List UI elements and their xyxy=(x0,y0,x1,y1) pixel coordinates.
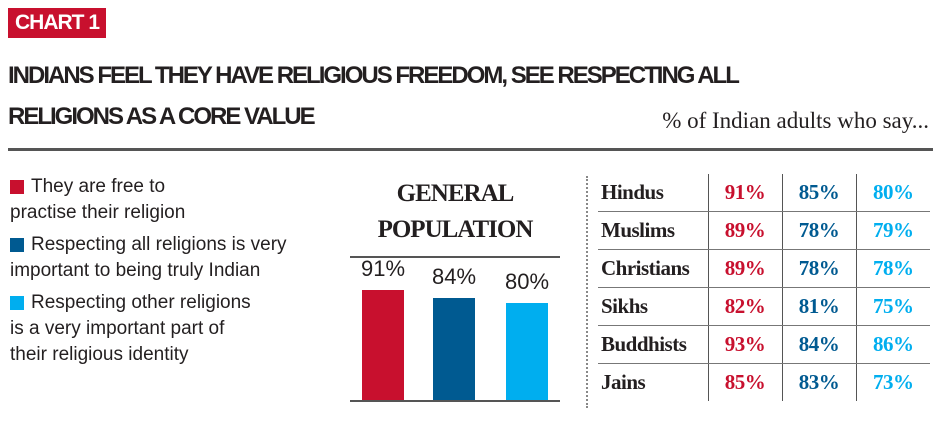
legend-text: is a very important part of xyxy=(10,318,225,339)
table-row: Hindus 91% 85% 80% xyxy=(598,174,930,212)
table-cell: 85% xyxy=(781,174,856,212)
legend-item: Respecting all religions is very importan… xyxy=(10,232,320,284)
bar-chart-title-line: GENERAL xyxy=(396,180,515,207)
bar xyxy=(433,298,475,400)
legend-text: their religious identity xyxy=(10,344,189,365)
bar-value-label: 84% xyxy=(431,264,477,290)
table-cell: 80% xyxy=(855,174,930,212)
table-cell: 78% xyxy=(855,249,930,288)
table-cell: 82% xyxy=(707,287,782,326)
table-cell: 84% xyxy=(781,325,856,364)
legend-first-line: Respecting all religions is very xyxy=(10,232,320,258)
legend-text: important to being truly Indian xyxy=(10,260,261,281)
group-name: Muslims xyxy=(598,211,708,250)
legend-text: practise their religion xyxy=(10,202,186,223)
group-name: Buddhists xyxy=(598,325,708,364)
bar-value-label: 80% xyxy=(504,269,550,295)
bar xyxy=(362,289,404,400)
legend-text: Respecting all religions is very xyxy=(31,234,287,255)
legend-text: They are free to xyxy=(31,176,166,197)
legend-swatch xyxy=(10,238,24,252)
chart-title-line-1: INDIANS FEEL THEY HAVE RELIGIOUS FREEDOM… xyxy=(8,62,740,89)
table-row: Buddhists 93% 84% 86% xyxy=(598,325,930,364)
table-cell: 78% xyxy=(781,249,856,288)
legend-swatch xyxy=(10,180,24,194)
legend-swatch xyxy=(10,296,24,310)
legend-first-line: Respecting other religions xyxy=(10,290,320,316)
bar-value-label: 91% xyxy=(360,255,406,281)
table-cell: 81% xyxy=(781,287,856,326)
legend-item: Respecting other religions is a very impo… xyxy=(10,290,320,368)
group-name: Christians xyxy=(598,249,708,288)
table-row: Sikhs 82% 81% 75% xyxy=(598,287,930,326)
table-cell: 93% xyxy=(707,325,782,364)
bar-chart-baseline xyxy=(350,400,560,402)
table-cell: 89% xyxy=(707,249,782,288)
religion-table: Hindus 91% 85% 80% Muslims 89% 78% 79% Christian… xyxy=(598,174,930,401)
table-cell: 91% xyxy=(707,174,782,212)
group-name: Sikhs xyxy=(598,287,708,326)
title-divider xyxy=(8,148,933,151)
chart-badge: CHART 1 xyxy=(8,8,107,38)
table-row: Muslims 89% 78% 79% xyxy=(598,211,930,250)
bar-chart-title: GENERAL POPULATION xyxy=(350,176,560,248)
group-name: Jains xyxy=(601,370,646,394)
table-cell: 78% xyxy=(781,211,856,250)
table-cell: 85% xyxy=(707,363,782,401)
chart-subtitle: % of Indian adults who say... xyxy=(662,108,929,133)
table-row: Jains 85% 83% 73% xyxy=(598,363,930,401)
dotted-divider xyxy=(586,176,588,408)
chart-title-line-2: RELIGIONS AS A CORE VALUE xyxy=(8,103,316,130)
table-cell: 73% xyxy=(855,363,930,401)
bar-chart-title-line: POPULATION xyxy=(377,216,534,243)
table-cell: 83% xyxy=(781,363,856,401)
bar xyxy=(506,303,548,400)
table-cell: 86% xyxy=(855,325,930,364)
bar-chart-title-rule xyxy=(350,256,560,258)
group-name: Hindus xyxy=(598,174,708,212)
table-cell: 75% xyxy=(855,287,930,326)
chart-badge-label: CHART 1 xyxy=(15,11,100,34)
table-row: Christians 89% 78% 78% xyxy=(598,249,930,288)
legend-first-line: They are free to xyxy=(10,174,320,200)
table-cell: 79% xyxy=(855,211,930,250)
legend-text: Respecting other religions xyxy=(31,292,251,313)
legend-item: They are free to practise their religion xyxy=(10,174,320,226)
table-cell: 89% xyxy=(707,211,782,250)
legend: They are free to practise their religion R… xyxy=(10,174,320,374)
